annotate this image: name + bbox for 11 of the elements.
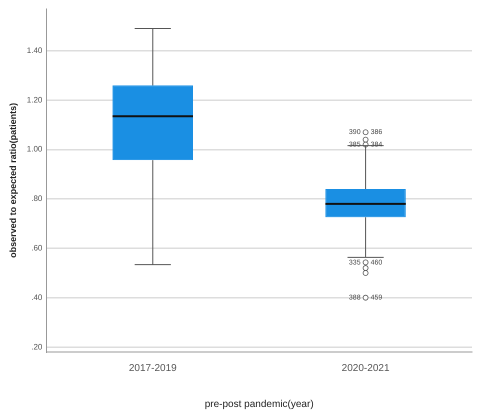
y-axis-title: observed to expected ratio(patients): [8, 102, 18, 258]
y-tick-label: .80: [31, 194, 43, 204]
y-tick-label: .20: [31, 342, 43, 352]
x-axis-title: pre-post pandemic(year): [204, 398, 314, 410]
y-tick-label: .40: [31, 292, 43, 302]
x-tick-label: 2017-2019: [128, 362, 178, 374]
y-tick-label: 1.00: [26, 144, 43, 154]
y-tick-label: .60: [31, 244, 43, 252]
x-tick-label: 2020-2021: [342, 362, 390, 374]
y-tick-label: 1.40: [26, 46, 43, 55]
y-tick-label: 1.20: [26, 95, 43, 104]
